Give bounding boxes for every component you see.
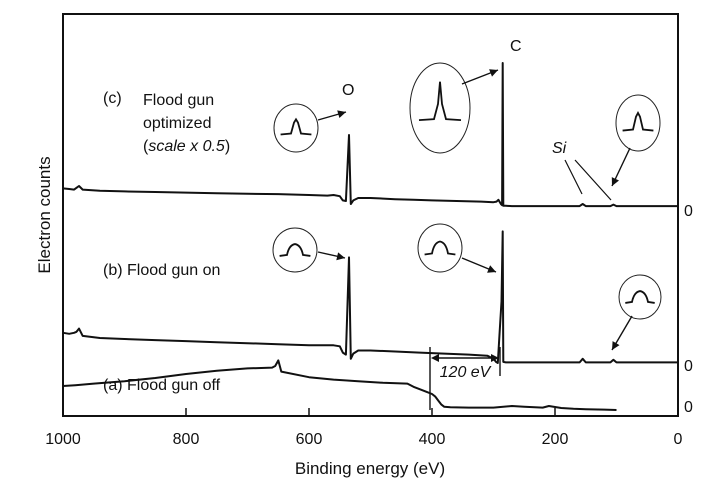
series-line-a (62, 359, 617, 411)
plot-frame (62, 13, 679, 417)
inset-arrowhead-1 (489, 69, 498, 77)
peak-label-c: C (510, 38, 522, 55)
inset-circle-0 (273, 103, 319, 153)
inset-peak-0 (280, 117, 312, 136)
inset-peak-2 (622, 110, 654, 132)
peak-label-o: O (342, 82, 354, 99)
inset-arrowhead-3 (336, 252, 345, 261)
inset-circle-1 (409, 62, 471, 154)
zero-label-c: 0 (684, 203, 693, 220)
x-axis-label: Binding energy (eV) (295, 459, 445, 478)
zero-label-b: 0 (684, 358, 693, 375)
inset-peak-1 (418, 81, 462, 122)
x-tick-label-400: 400 (419, 431, 446, 448)
series-line-b (62, 230, 678, 364)
shift-arrowhead-left (431, 354, 439, 362)
series-a-label: (a) Flood gun off (103, 377, 221, 394)
si-pointer-line-2 (574, 159, 612, 201)
shift-label: 120 eV (440, 364, 492, 381)
inset-circle-2 (615, 94, 661, 152)
series-layer (62, 62, 678, 411)
peak-label-si: Si (552, 140, 567, 157)
x-tick-label-800: 800 (173, 431, 200, 448)
si-pointer-line-1 (564, 159, 583, 195)
series-c-line2: optimized (143, 115, 211, 132)
inset-peak-4 (424, 240, 456, 256)
series-c-line1: Flood gun (143, 92, 214, 109)
series-line-c (62, 62, 678, 208)
inset-circle-5 (618, 274, 662, 320)
series-b-label: (b) Flood gun on (103, 262, 220, 279)
series-c-line3: (scale x 0.5) (143, 138, 230, 155)
zero-label-a: 0 (684, 399, 693, 416)
inset-arrowhead-5 (612, 341, 620, 350)
x-tick-label-0: 0 (674, 431, 683, 448)
inset-arrowhead-2 (611, 177, 619, 186)
inset-peak-5 (625, 290, 655, 304)
inset-layer (272, 62, 662, 351)
inset-arrowhead-0 (337, 110, 346, 118)
inset-arrowhead-4 (487, 265, 496, 273)
x-tick-label-600: 600 (296, 431, 323, 448)
shift-arrowhead-right (491, 354, 499, 362)
inset-circle-3 (272, 227, 318, 273)
x-axis-ticks: 1000 800 600 400 200 0 (45, 408, 683, 448)
inset-circle-4 (417, 223, 463, 273)
x-tick-label-200: 200 (542, 431, 569, 448)
y-axis-label: Electron counts (35, 156, 54, 273)
inset-peak-3 (279, 243, 311, 257)
x-tick-label-1000: 1000 (45, 431, 81, 448)
series-c-prefix: (c) (103, 90, 122, 107)
